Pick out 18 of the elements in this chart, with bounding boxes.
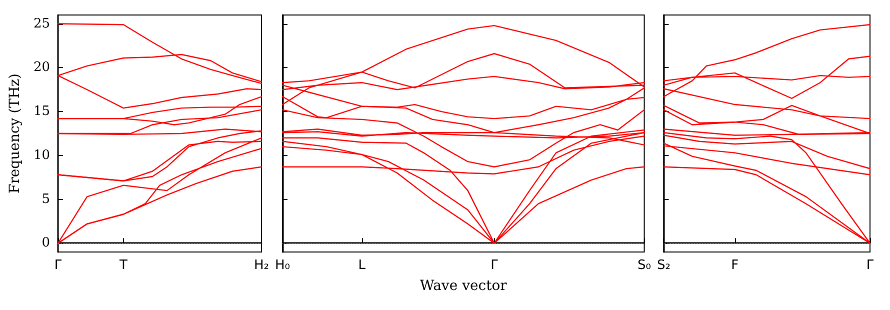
y-tick-label: 15	[33, 104, 50, 120]
x-tick-label: Γ	[866, 258, 874, 273]
x-tick-label: S₀	[638, 258, 652, 273]
y-tick-label: 25	[33, 16, 50, 32]
x-tick-label: H₂	[254, 258, 270, 273]
x-tick-label: H₀	[274, 258, 290, 273]
x-axis-title: Wave vector	[420, 278, 508, 294]
x-tick-label: F	[731, 258, 739, 273]
y-tick-label: 20	[33, 60, 50, 76]
x-tick-label: S₂	[656, 258, 670, 273]
x-tick-label: Γ	[490, 258, 499, 273]
x-tick-label: L	[358, 258, 366, 273]
x-tick-label: T	[118, 258, 128, 273]
y-tick-label: 0	[42, 236, 50, 251]
y-tick-label: 5	[42, 192, 50, 207]
y-axis-title: Frequency (THz)	[7, 73, 23, 194]
y-tick-label: 10	[33, 148, 50, 163]
x-tick-label: Γ	[54, 258, 62, 273]
